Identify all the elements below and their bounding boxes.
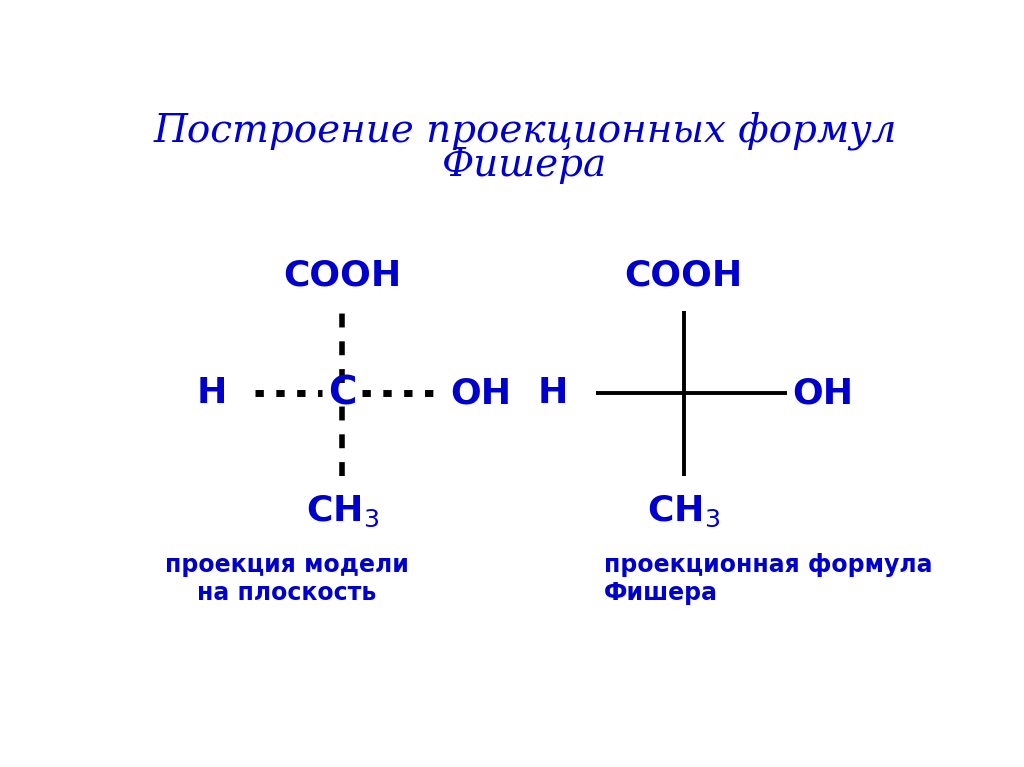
Text: CH$_3$: CH$_3$ [306,494,379,529]
Text: CH$_3$: CH$_3$ [647,494,720,529]
Text: H: H [538,377,567,410]
Text: COOH: COOH [625,258,742,293]
Text: Фишера: Фишера [442,147,607,184]
Text: OH: OH [451,377,512,410]
Text: H: H [197,377,226,410]
Text: COOH: COOH [284,258,401,293]
Text: OH: OH [792,377,853,410]
Text: C: C [328,374,356,412]
Text: проекция модели
на плоскость: проекция модели на плоскость [165,553,409,604]
Text: Построение проекционных формул: Построение проекционных формул [154,111,896,150]
Text: проекционная формула
Фишера: проекционная формула Фишера [604,553,933,604]
